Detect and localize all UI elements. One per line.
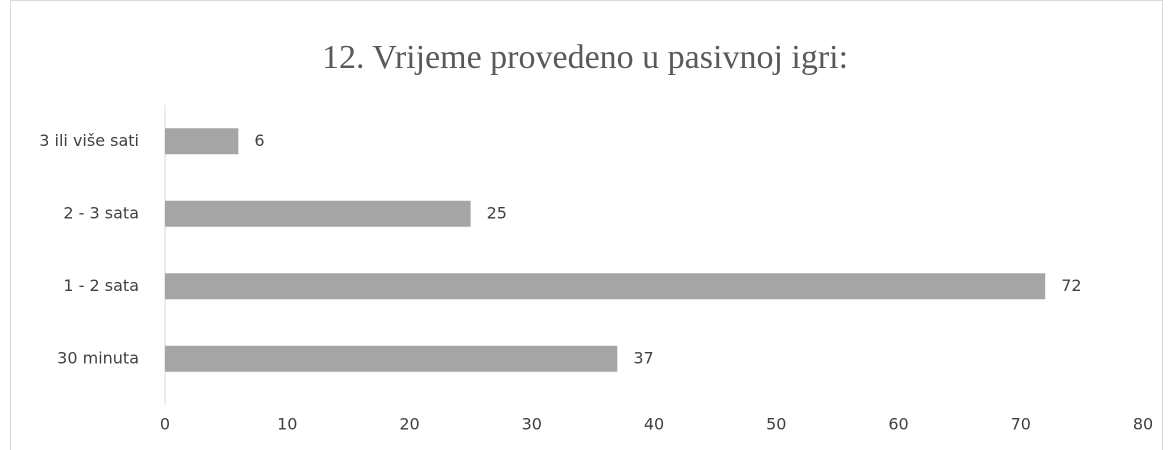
x-tick-label: 50 xyxy=(766,415,786,434)
y-tick-label: 2 - 3 sata xyxy=(63,203,139,222)
data-label: 37 xyxy=(633,348,653,367)
chart-border xyxy=(10,0,1163,450)
x-tick-label: 0 xyxy=(160,415,170,434)
x-tick-label: 10 xyxy=(277,415,297,434)
x-tick-label: 60 xyxy=(888,415,908,434)
x-tick-label: 80 xyxy=(1133,415,1153,434)
data-label: 25 xyxy=(487,203,507,222)
bar xyxy=(165,345,618,372)
x-tick-label: 40 xyxy=(644,415,664,434)
x-tick-label: 20 xyxy=(399,415,419,434)
data-label: 6 xyxy=(254,131,264,150)
y-tick-label: 30 minuta xyxy=(57,348,139,367)
data-label: 72 xyxy=(1061,276,1081,295)
bar xyxy=(165,273,1046,300)
y-tick-label: 1 - 2 sata xyxy=(63,276,139,295)
bar xyxy=(165,200,471,227)
bar xyxy=(165,128,239,155)
chart-title: 12. Vrijeme provedeno u pasivnoj igri: xyxy=(322,39,848,76)
x-tick-label: 30 xyxy=(522,415,542,434)
y-tick-label: 3 ili više sati xyxy=(39,131,139,150)
x-tick-label: 70 xyxy=(1011,415,1031,434)
